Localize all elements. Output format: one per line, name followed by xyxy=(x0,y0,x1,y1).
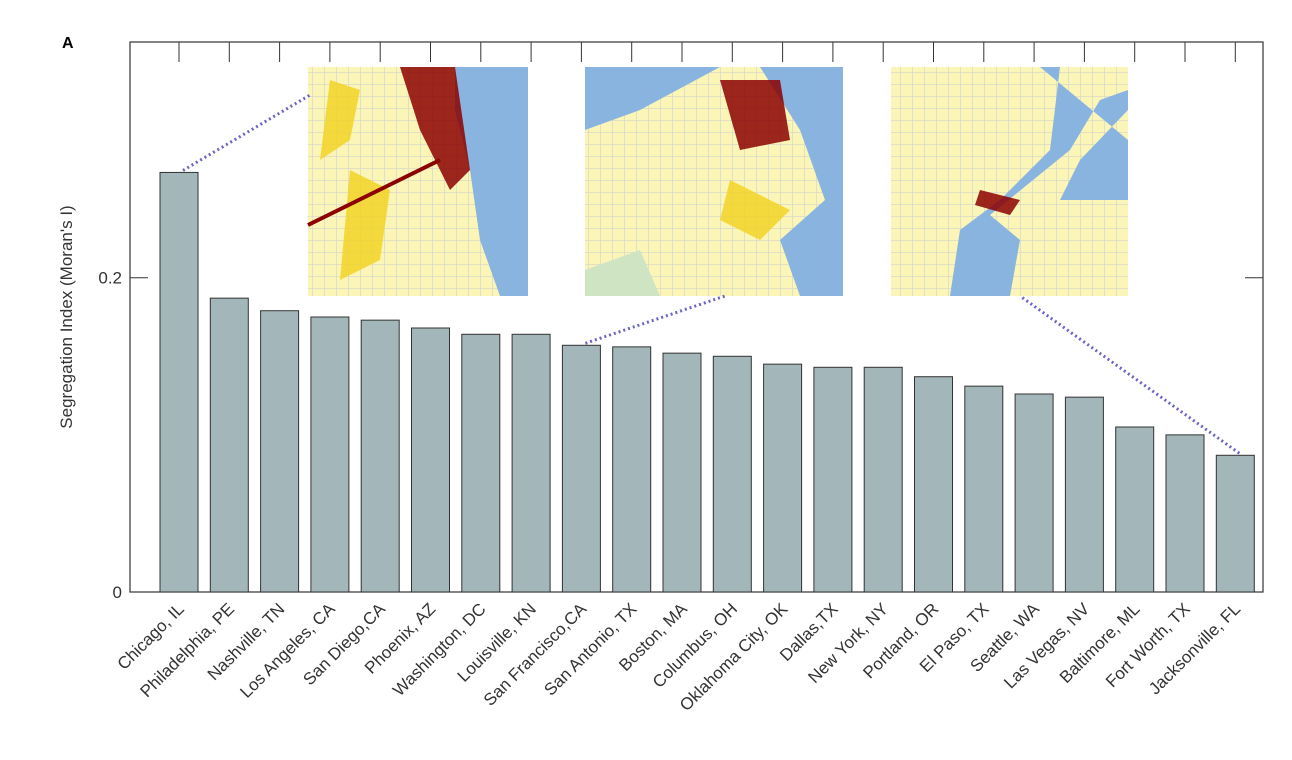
panel-label: A xyxy=(62,35,74,52)
inset-chicago xyxy=(307,67,528,296)
bar xyxy=(712,355,752,593)
bar xyxy=(612,346,652,593)
bar xyxy=(209,297,249,593)
bar xyxy=(260,310,300,593)
bar xyxy=(1014,393,1054,593)
inset-link xyxy=(182,93,311,172)
bar xyxy=(1215,454,1255,593)
bar xyxy=(159,171,199,593)
bar xyxy=(1115,426,1155,593)
inset-link xyxy=(584,294,726,345)
bar xyxy=(863,366,903,593)
inset-jacksonville xyxy=(891,67,1128,296)
bar xyxy=(411,327,450,593)
bar xyxy=(461,333,501,593)
bar xyxy=(662,352,702,593)
bar xyxy=(511,333,551,593)
bar xyxy=(763,363,803,593)
bar xyxy=(914,376,953,593)
bar xyxy=(561,344,601,593)
x-tick-label: Washington, DC xyxy=(389,599,490,700)
bar xyxy=(1064,396,1104,593)
x-tick-label: Las Vegas, NV xyxy=(1000,599,1093,692)
y-tick-label: 0 xyxy=(113,583,122,602)
y-axis-label: Segregation Index (Moran's I) xyxy=(57,205,76,428)
bar xyxy=(964,385,1004,593)
y-tick-label: 0.2 xyxy=(98,269,122,288)
bar xyxy=(813,366,853,593)
bar xyxy=(1165,434,1205,593)
bar xyxy=(310,316,350,593)
bar xyxy=(360,319,400,593)
inset-san-francisco xyxy=(585,67,843,296)
x-tick-label: Jacksonville, FL xyxy=(1145,599,1244,698)
x-tick-label: San Antonio, TX xyxy=(540,599,640,699)
